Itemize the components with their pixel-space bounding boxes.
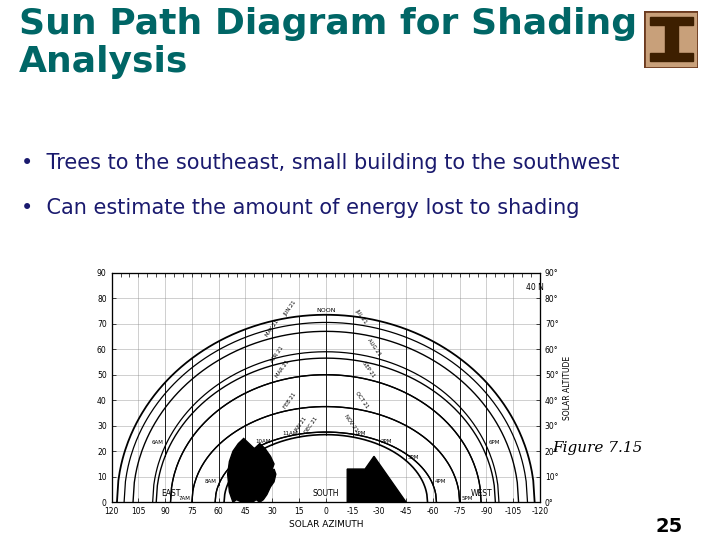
Text: JAN 21: JAN 21 — [294, 416, 308, 433]
Y-axis label: SOLAR ALTITUDE: SOLAR ALTITUDE — [562, 355, 572, 420]
Text: MAR 21: MAR 21 — [275, 360, 291, 379]
Text: 25: 25 — [656, 517, 683, 536]
Text: JUN 21: JUN 21 — [283, 300, 297, 317]
Text: 40 N: 40 N — [526, 283, 544, 292]
Text: DEC 21: DEC 21 — [304, 416, 319, 435]
Text: SOUTH: SOUTH — [312, 489, 339, 498]
Text: 1PM: 1PM — [354, 431, 366, 436]
Text: 6AM: 6AM — [151, 440, 163, 445]
Text: AUG 21: AUG 21 — [366, 338, 382, 357]
Text: WEST: WEST — [470, 489, 492, 498]
Text: FEB 21: FEB 21 — [283, 392, 297, 409]
Polygon shape — [246, 443, 276, 502]
Text: Figure 7.15: Figure 7.15 — [552, 441, 643, 455]
Text: Sun Path Diagram for Shading
Analysis: Sun Path Diagram for Shading Analysis — [19, 6, 637, 79]
Text: 2PM: 2PM — [381, 439, 392, 444]
Polygon shape — [228, 438, 258, 502]
Text: 3PM: 3PM — [408, 455, 419, 460]
Text: •  Trees to the southeast, small building to the southwest: • Trees to the southeast, small building… — [20, 153, 619, 173]
X-axis label: SOLAR AZIMUTH: SOLAR AZIMUTH — [289, 520, 363, 529]
Text: 8AM: 8AM — [205, 479, 217, 484]
Polygon shape — [347, 456, 406, 502]
Text: JUL 21: JUL 21 — [355, 308, 369, 325]
Text: 6PM: 6PM — [488, 440, 500, 445]
Text: MAY 21: MAY 21 — [265, 319, 280, 338]
Text: 10AM: 10AM — [255, 439, 271, 444]
Text: EAST: EAST — [161, 489, 180, 498]
Text: 7AM: 7AM — [179, 496, 190, 502]
Text: •  Can estimate the amount of energy lost to shading: • Can estimate the amount of energy lost… — [20, 198, 579, 218]
Bar — [649, 53, 693, 61]
Text: 5PM: 5PM — [462, 496, 473, 502]
Text: APR 21: APR 21 — [270, 345, 285, 363]
Text: 4PM: 4PM — [435, 479, 446, 484]
Text: 11AM: 11AM — [282, 431, 297, 436]
Bar — [649, 17, 693, 25]
Bar — [665, 25, 678, 53]
Text: SEP 21: SEP 21 — [361, 361, 376, 379]
Text: OCT 21: OCT 21 — [354, 390, 369, 409]
Text: NOON: NOON — [316, 308, 336, 314]
Text: 9AM: 9AM — [232, 455, 243, 460]
Text: NOV 21: NOV 21 — [343, 414, 359, 433]
